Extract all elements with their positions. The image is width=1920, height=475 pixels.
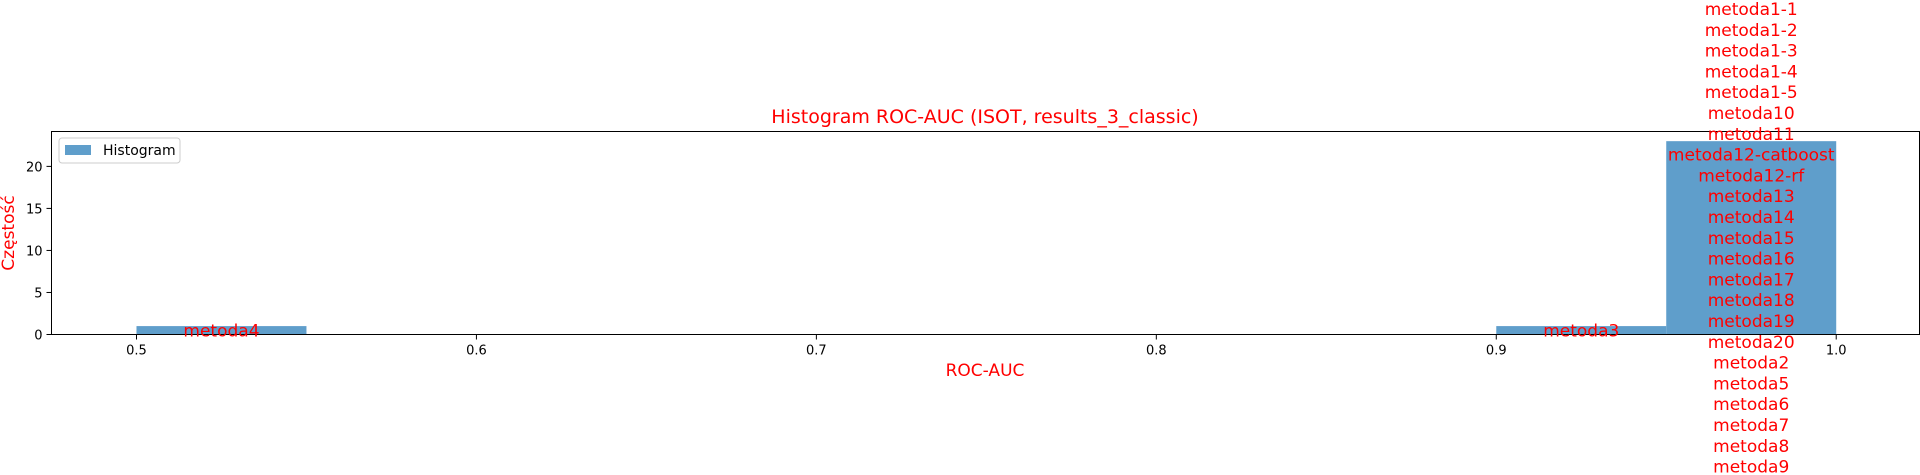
bar-label: metoda11 [1708, 125, 1795, 145]
x-tick-label: 0.7 [806, 344, 827, 359]
x-axis-title: ROC-AUC [946, 361, 1025, 381]
y-tick-label: 5 [34, 286, 42, 301]
y-axis: 0 5 10 15 20 [26, 160, 52, 344]
bar-label: metoda16 [1708, 250, 1795, 270]
bar-label: metoda17 [1708, 270, 1795, 290]
bar-label: metoda1-5 [1705, 83, 1798, 103]
y-tick-label: 10 [26, 244, 43, 259]
x-tick-label: 0.9 [1486, 344, 1507, 359]
bar-label: metoda15 [1708, 229, 1795, 249]
plot-frame [51, 131, 1920, 335]
bar-label: metoda13 [1708, 187, 1795, 207]
y-tick-label: 15 [26, 202, 43, 217]
bar-label: metoda12-catboost [1668, 146, 1835, 166]
bar-label: metoda14 [1708, 208, 1795, 228]
legend-label: Histogram [103, 143, 176, 159]
y-tick-label: 20 [26, 160, 43, 175]
bar-label: metoda1-2 [1705, 21, 1798, 41]
legend-swatch [65, 145, 91, 155]
bar-label: metoda7 [1713, 416, 1789, 436]
bar-label: metoda6 [1713, 395, 1789, 415]
bar-label: metoda5 [1713, 374, 1789, 394]
bar-label: metoda1-4 [1705, 62, 1798, 82]
legend: Histogram [58, 137, 181, 164]
x-tick-label: 0.6 [466, 344, 487, 359]
bar-label: metoda8 [1713, 437, 1789, 457]
bar-label: metoda4 [183, 321, 259, 341]
bar-label: metoda2 [1713, 354, 1789, 374]
x-tick-label: 0.8 [1146, 344, 1167, 359]
chart-title: Histogram ROC-AUC (ISOT, results_3_class… [771, 106, 1198, 128]
histogram-bar [136, 326, 307, 335]
bar-label: metoda9 [1713, 458, 1789, 475]
x-tick-label: 0.5 [126, 344, 147, 359]
bar-label: metoda3 [1543, 321, 1619, 341]
y-axis-title: Częstość [0, 195, 19, 270]
bar-label: metoda1-1 [1705, 0, 1798, 20]
bar-label: metoda19 [1708, 312, 1795, 332]
histogram-bar [1496, 326, 1667, 335]
bar-label: metoda12-rf [1698, 166, 1805, 186]
bars-layer [136, 141, 1837, 335]
bar-label: metoda20 [1708, 333, 1795, 353]
x-tick-label: 1.0 [1826, 344, 1847, 359]
bar-label: metoda10 [1708, 104, 1795, 124]
bar-label: metoda1-3 [1705, 42, 1798, 62]
bar-label: metoda18 [1708, 291, 1795, 311]
legend-box [58, 137, 181, 164]
bar-labels-layer: metoda4 metoda3metoda1-1metoda1-2metoda1-… [183, 0, 1834, 475]
x-axis: 0.5 0.6 0.7 0.8 0.9 1.0 [126, 334, 1847, 359]
histogram-bar [1666, 141, 1837, 335]
y-tick-label: 0 [34, 329, 42, 344]
